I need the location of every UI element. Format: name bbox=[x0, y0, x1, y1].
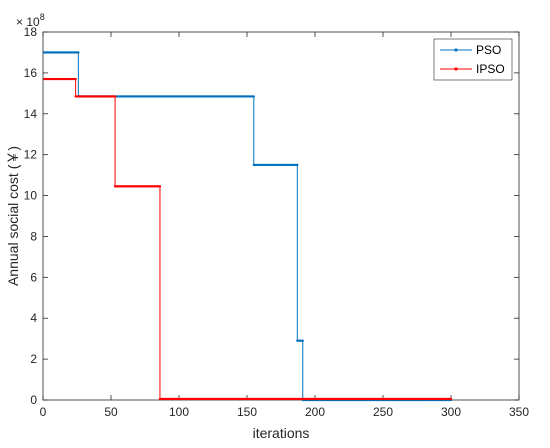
y-tick-label: 6 bbox=[30, 270, 37, 284]
series-layer bbox=[43, 51, 453, 402]
data-point-pso bbox=[301, 339, 304, 342]
y-tick-label: 4 bbox=[30, 311, 37, 325]
y-axis: 0 2 4 6 8 10 12 14 16 18 bbox=[24, 25, 519, 407]
x-tick-label: 150 bbox=[237, 405, 257, 419]
y-tick-label: 16 bbox=[24, 66, 38, 80]
legend-label-pso: PSO bbox=[476, 43, 501, 57]
x-tick-label: 0 bbox=[40, 405, 47, 419]
data-point-ipso bbox=[158, 185, 162, 188]
x-tick-label: 100 bbox=[169, 405, 189, 419]
plot-area bbox=[42, 31, 520, 401]
data-point-pso bbox=[77, 51, 80, 54]
data-point-ipso bbox=[449, 397, 453, 401]
y-tick-label: 0 bbox=[30, 393, 37, 407]
data-point-pso bbox=[296, 163, 299, 167]
y-exponent-label: × 108 bbox=[16, 12, 45, 29]
x-tick-label: 300 bbox=[441, 405, 461, 419]
y-tick-label: 18 bbox=[24, 25, 38, 39]
y-tick-label: 12 bbox=[24, 148, 38, 162]
x-tick-label: 250 bbox=[373, 405, 393, 419]
x-tick-label: 50 bbox=[104, 405, 118, 419]
x-tick-label: 200 bbox=[305, 405, 325, 419]
legend-marker-ipso bbox=[454, 67, 458, 71]
data-point-ipso bbox=[113, 95, 117, 98]
data-point-ipso bbox=[74, 77, 77, 81]
y-axis-label: Annual social cost (￥) bbox=[5, 146, 21, 286]
y-tick-label: 14 bbox=[24, 107, 38, 121]
x-axis-label: iterations bbox=[253, 425, 310, 441]
data-point-pso bbox=[252, 95, 255, 98]
y-tick-label: 8 bbox=[30, 229, 37, 243]
legend-box bbox=[433, 38, 513, 81]
legend-marker-pso bbox=[454, 48, 458, 52]
legend: PSO IPSO bbox=[433, 38, 513, 81]
x-tick-label: 350 bbox=[509, 405, 529, 419]
y-tick-label: 2 bbox=[30, 352, 37, 366]
series-ipso bbox=[43, 77, 453, 401]
x-axis: 0 50 100 150 200 250 300 350 bbox=[40, 32, 529, 419]
series-line-ipso bbox=[44, 78, 451, 400]
y-tick-label: 10 bbox=[24, 189, 38, 203]
legend-label-ipso: IPSO bbox=[476, 62, 505, 76]
